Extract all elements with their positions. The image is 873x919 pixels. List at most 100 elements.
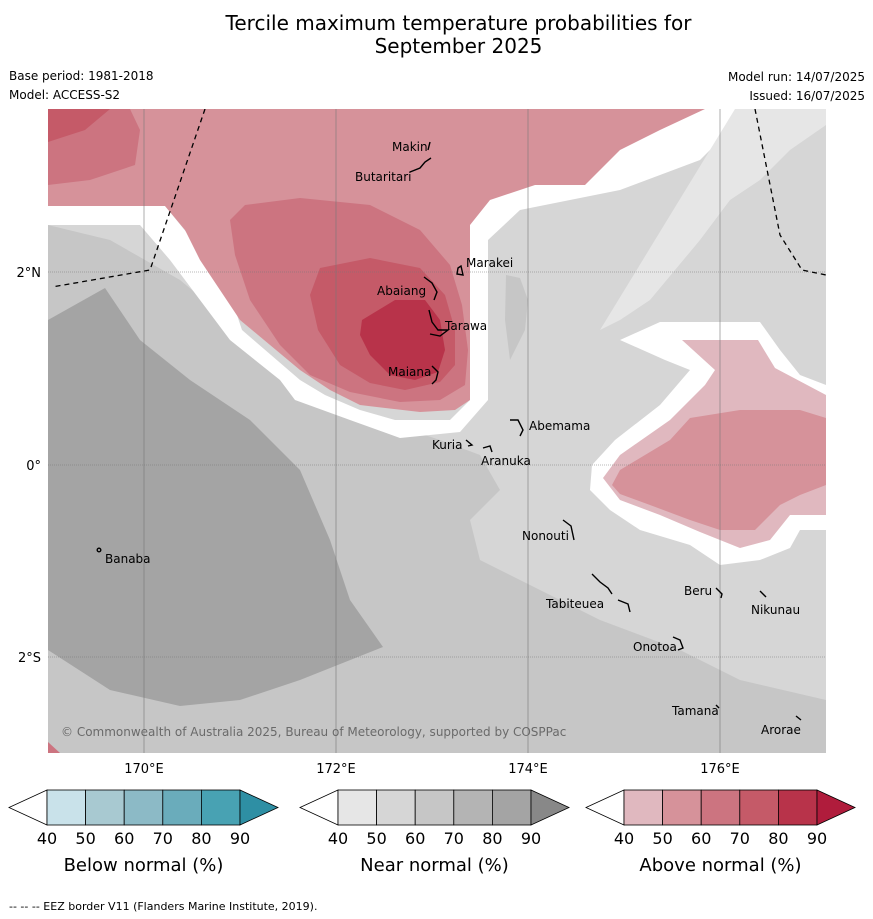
eez-border-east — [754, 109, 826, 276]
island-tabiteuea — [591, 573, 631, 613]
below-normal-colorbar-swatch — [162, 789, 202, 826]
near-normal-colorbar-swatch — [414, 789, 455, 826]
island-tarawa — [428, 309, 451, 337]
label-banaba: Banaba — [105, 552, 151, 566]
near-normal-colorbar-tick: 90 — [521, 829, 541, 848]
island-maiana — [431, 365, 439, 385]
label-tarawa: Tarawa — [444, 319, 487, 333]
above-normal-colorbar: 40 50 60 70 80 90 Above normal (%) — [585, 789, 856, 876]
lon-label-172e: 172°E — [316, 762, 356, 777]
below-normal-colorbar-swatch — [46, 789, 86, 826]
colorbars: 40 50 60 70 80 90 Below normal (%) 40 50 60 70 80 90… — [8, 789, 856, 876]
above-normal-colorbar-swatch — [623, 789, 663, 826]
above-normal-70-corner — [48, 109, 110, 142]
model-name: Model: ACCESS-S2 — [9, 88, 121, 102]
island-nikunau — [759, 590, 767, 598]
near-normal-70-region — [48, 288, 383, 706]
label-aranuka: Aranuka — [481, 454, 531, 468]
island-beru — [715, 587, 723, 599]
below-normal-colorbar-swatch — [85, 789, 125, 826]
above-normal-colorbar-tick: 80 — [768, 829, 788, 848]
island-tamana — [715, 704, 720, 709]
place-labels: Makin Butaritari Marakei Abaiang Tarawa … — [105, 140, 801, 737]
above-normal-50-east — [612, 410, 826, 530]
island-banaba — [96, 547, 102, 553]
above-normal-80-region — [360, 300, 445, 380]
model-run-date: Model run: 14/07/2025 — [727, 70, 865, 84]
above-normal-corner-bottom — [48, 742, 60, 753]
island-marakei — [456, 264, 464, 276]
lon-label-176e: 176°E — [700, 762, 740, 777]
low-probability-band — [48, 109, 750, 438]
near-normal-colorbar-tick: 50 — [366, 829, 386, 848]
near-normal-40-region — [600, 109, 826, 330]
near-normal-colorbar-min-arrow — [299, 789, 339, 826]
chart-title: Tercile maximum temperature probabilitie… — [0, 12, 873, 58]
island-nonouti — [562, 519, 575, 541]
below-normal-colorbar-title: Below normal (%) — [64, 855, 224, 876]
copyright-notice: © Commonwealth of Australia 2025, Bureau… — [61, 725, 566, 739]
lon-label-170e: 170°E — [124, 762, 164, 777]
below-normal-colorbar-tick: 80 — [191, 829, 211, 848]
island-kuria — [465, 439, 474, 447]
label-marakei: Marakei — [466, 256, 513, 270]
label-arorae: Arorae — [761, 723, 801, 737]
lat-label-2s: 2°S — [18, 651, 41, 666]
island-abemama — [510, 419, 524, 437]
label-tamana: Tamana — [671, 704, 719, 718]
label-beru: Beru — [684, 584, 712, 598]
below-normal-colorbar-max-arrow — [239, 789, 279, 826]
near-normal-colorbar-tick: 60 — [405, 829, 425, 848]
label-makin: Makin — [392, 140, 428, 154]
below-normal-colorbar-tick: 70 — [153, 829, 173, 848]
below-normal-colorbar-swatch — [123, 789, 164, 826]
near-normal-colorbar-tick: 70 — [444, 829, 464, 848]
below-normal-colorbar-tick: 40 — [37, 829, 57, 848]
lon-label-174e: 174°E — [508, 762, 548, 777]
label-maiana: Maiana — [388, 365, 431, 379]
label-abemama: Abemama — [529, 419, 590, 433]
label-kuria: Kuria — [432, 438, 463, 452]
above-normal-colorbar-tick: 50 — [652, 829, 672, 848]
above-normal-colorbar-tick: 70 — [730, 829, 750, 848]
lat-label-2n: 2°N — [17, 266, 42, 281]
lat-label-0: 0° — [26, 459, 41, 474]
map-field: Makin Butaritari Marakei Abaiang Tarawa … — [48, 109, 826, 753]
above-normal-colorbar-min-arrow — [585, 789, 625, 826]
issued-date: Issued: 16/07/2025 — [749, 89, 865, 103]
above-normal-colorbar-tick: 90 — [807, 829, 827, 848]
near-normal-colorbar: 40 50 60 70 80 90 Near normal (%) — [299, 789, 570, 876]
above-normal-colorbar-swatch — [739, 789, 779, 826]
near-normal-colorbar-swatch — [337, 789, 377, 826]
probability-map: Makin Butaritari Marakei Abaiang Tarawa … — [8, 109, 856, 876]
island-makin — [427, 141, 431, 151]
near-normal-colorbar-title: Near normal (%) — [360, 855, 509, 876]
below-normal-colorbar-tick: 90 — [230, 829, 250, 848]
above-normal-colorbar-tick: 40 — [614, 829, 634, 848]
label-abaiang: Abaiang — [377, 284, 426, 298]
label-nonouti: Nonouti — [522, 529, 569, 543]
island-abaiang — [423, 276, 438, 301]
island-arorae — [795, 715, 802, 721]
islands — [96, 141, 802, 721]
near-normal-colorbar-tick: 80 — [482, 829, 502, 848]
island-onotoa — [672, 636, 684, 651]
below-normal-colorbar-tick: 50 — [75, 829, 95, 848]
above-normal-colorbar-swatch — [662, 789, 702, 826]
above-normal-colorbar-tick: 60 — [691, 829, 711, 848]
near-normal-patch — [505, 275, 528, 360]
base-period: Base period: 1981-2018 — [9, 69, 154, 83]
above-normal-colorbar-swatch — [700, 789, 741, 826]
near-normal-colorbar-swatch — [491, 789, 532, 826]
title-line-1: Tercile maximum temperature probabilitie… — [225, 11, 692, 35]
graticule — [48, 109, 826, 753]
eez-footnote: -- -- -- EEZ border V11 (Flanders Marine… — [9, 900, 318, 913]
label-tabiteuea: Tabiteuea — [545, 597, 604, 611]
below-normal-colorbar-tick: 60 — [114, 829, 134, 848]
above-normal-colorbar-max-arrow — [816, 789, 856, 826]
island-aranuka — [482, 445, 493, 453]
eez-border-west — [51, 109, 206, 288]
below-normal-colorbar-min-arrow — [8, 789, 48, 826]
below-normal-colorbar-swatch — [200, 789, 241, 826]
near-normal-colorbar-swatch — [453, 789, 493, 826]
